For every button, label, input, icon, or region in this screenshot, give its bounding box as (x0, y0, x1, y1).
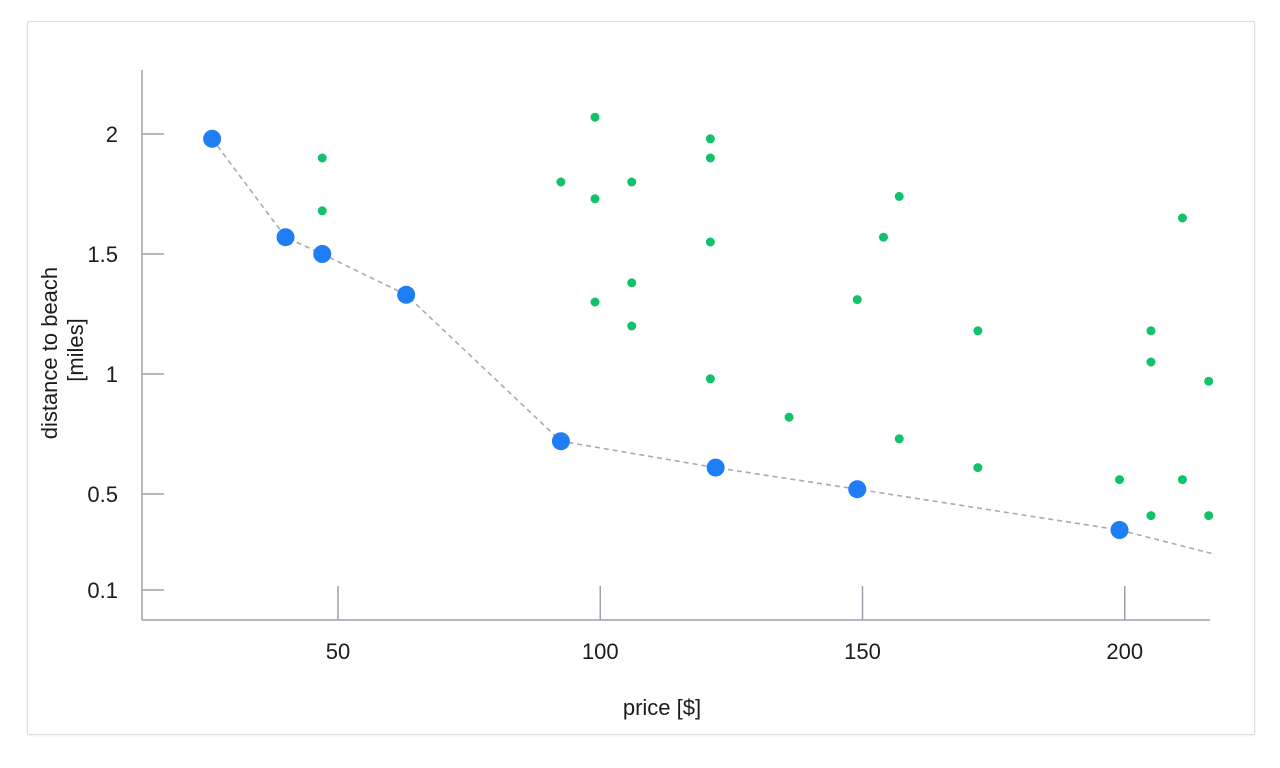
y-tick-label: 0.1 (87, 578, 118, 603)
chart-card (27, 21, 1255, 735)
data-point (705, 153, 715, 163)
y-axis-title-line-1: distance to beach (37, 267, 62, 439)
data-point (852, 295, 862, 305)
frontier-point (848, 480, 867, 499)
data-point (317, 206, 327, 216)
data-point (894, 434, 904, 444)
data-point (627, 278, 637, 288)
data-point (1115, 475, 1125, 485)
data-point (1204, 511, 1214, 521)
data-point (705, 237, 715, 247)
data-point (627, 177, 637, 187)
data-point (590, 194, 600, 204)
data-point (705, 374, 715, 384)
data-point (590, 297, 600, 307)
points-layer (203, 112, 1214, 539)
data-point (1146, 511, 1156, 521)
data-point (1177, 475, 1187, 485)
data-point (894, 191, 904, 201)
frontier-line-layer (211, 138, 1215, 555)
x-tick-label: 200 (1106, 639, 1143, 664)
frontier-point (551, 432, 570, 451)
x-axis-title: price [$] (623, 695, 701, 720)
data-point (1146, 326, 1156, 336)
frontier-point (276, 228, 295, 247)
x-tick-label: 50 (326, 639, 350, 664)
data-point (317, 153, 327, 163)
frontier-point (313, 245, 332, 263)
data-point (590, 112, 600, 122)
y-tick-label: 2 (106, 122, 118, 147)
data-point (784, 412, 794, 422)
y-axis-title: distance to beach [miles] (37, 261, 88, 440)
x-tick-label: 100 (582, 639, 619, 664)
data-point (627, 321, 637, 331)
y-tick-label: 1.5 (87, 242, 118, 267)
y-tick-label: 0.5 (87, 482, 118, 507)
data-point (705, 134, 715, 144)
labels-layer: price [$] distance to beach [miles] (37, 261, 701, 720)
frontier-point (1110, 521, 1129, 539)
frontier-point (203, 129, 222, 148)
y-tick-label: 1 (106, 362, 118, 387)
y-axis-title-line-2: [miles] (63, 318, 88, 382)
data-point (973, 326, 983, 336)
axes-layer: 0.1 0.5 1 1.5 2 50 100 150 200 (87, 70, 1210, 664)
data-point (1204, 376, 1214, 386)
data-point (1177, 213, 1187, 223)
x-tick-label: 150 (844, 639, 881, 664)
data-point (973, 463, 983, 473)
data-point (1146, 357, 1156, 367)
frontier-point (397, 285, 416, 304)
frontier-line (211, 138, 1215, 555)
frontier-point (706, 458, 725, 477)
data-point (556, 177, 566, 187)
data-point (878, 232, 888, 242)
